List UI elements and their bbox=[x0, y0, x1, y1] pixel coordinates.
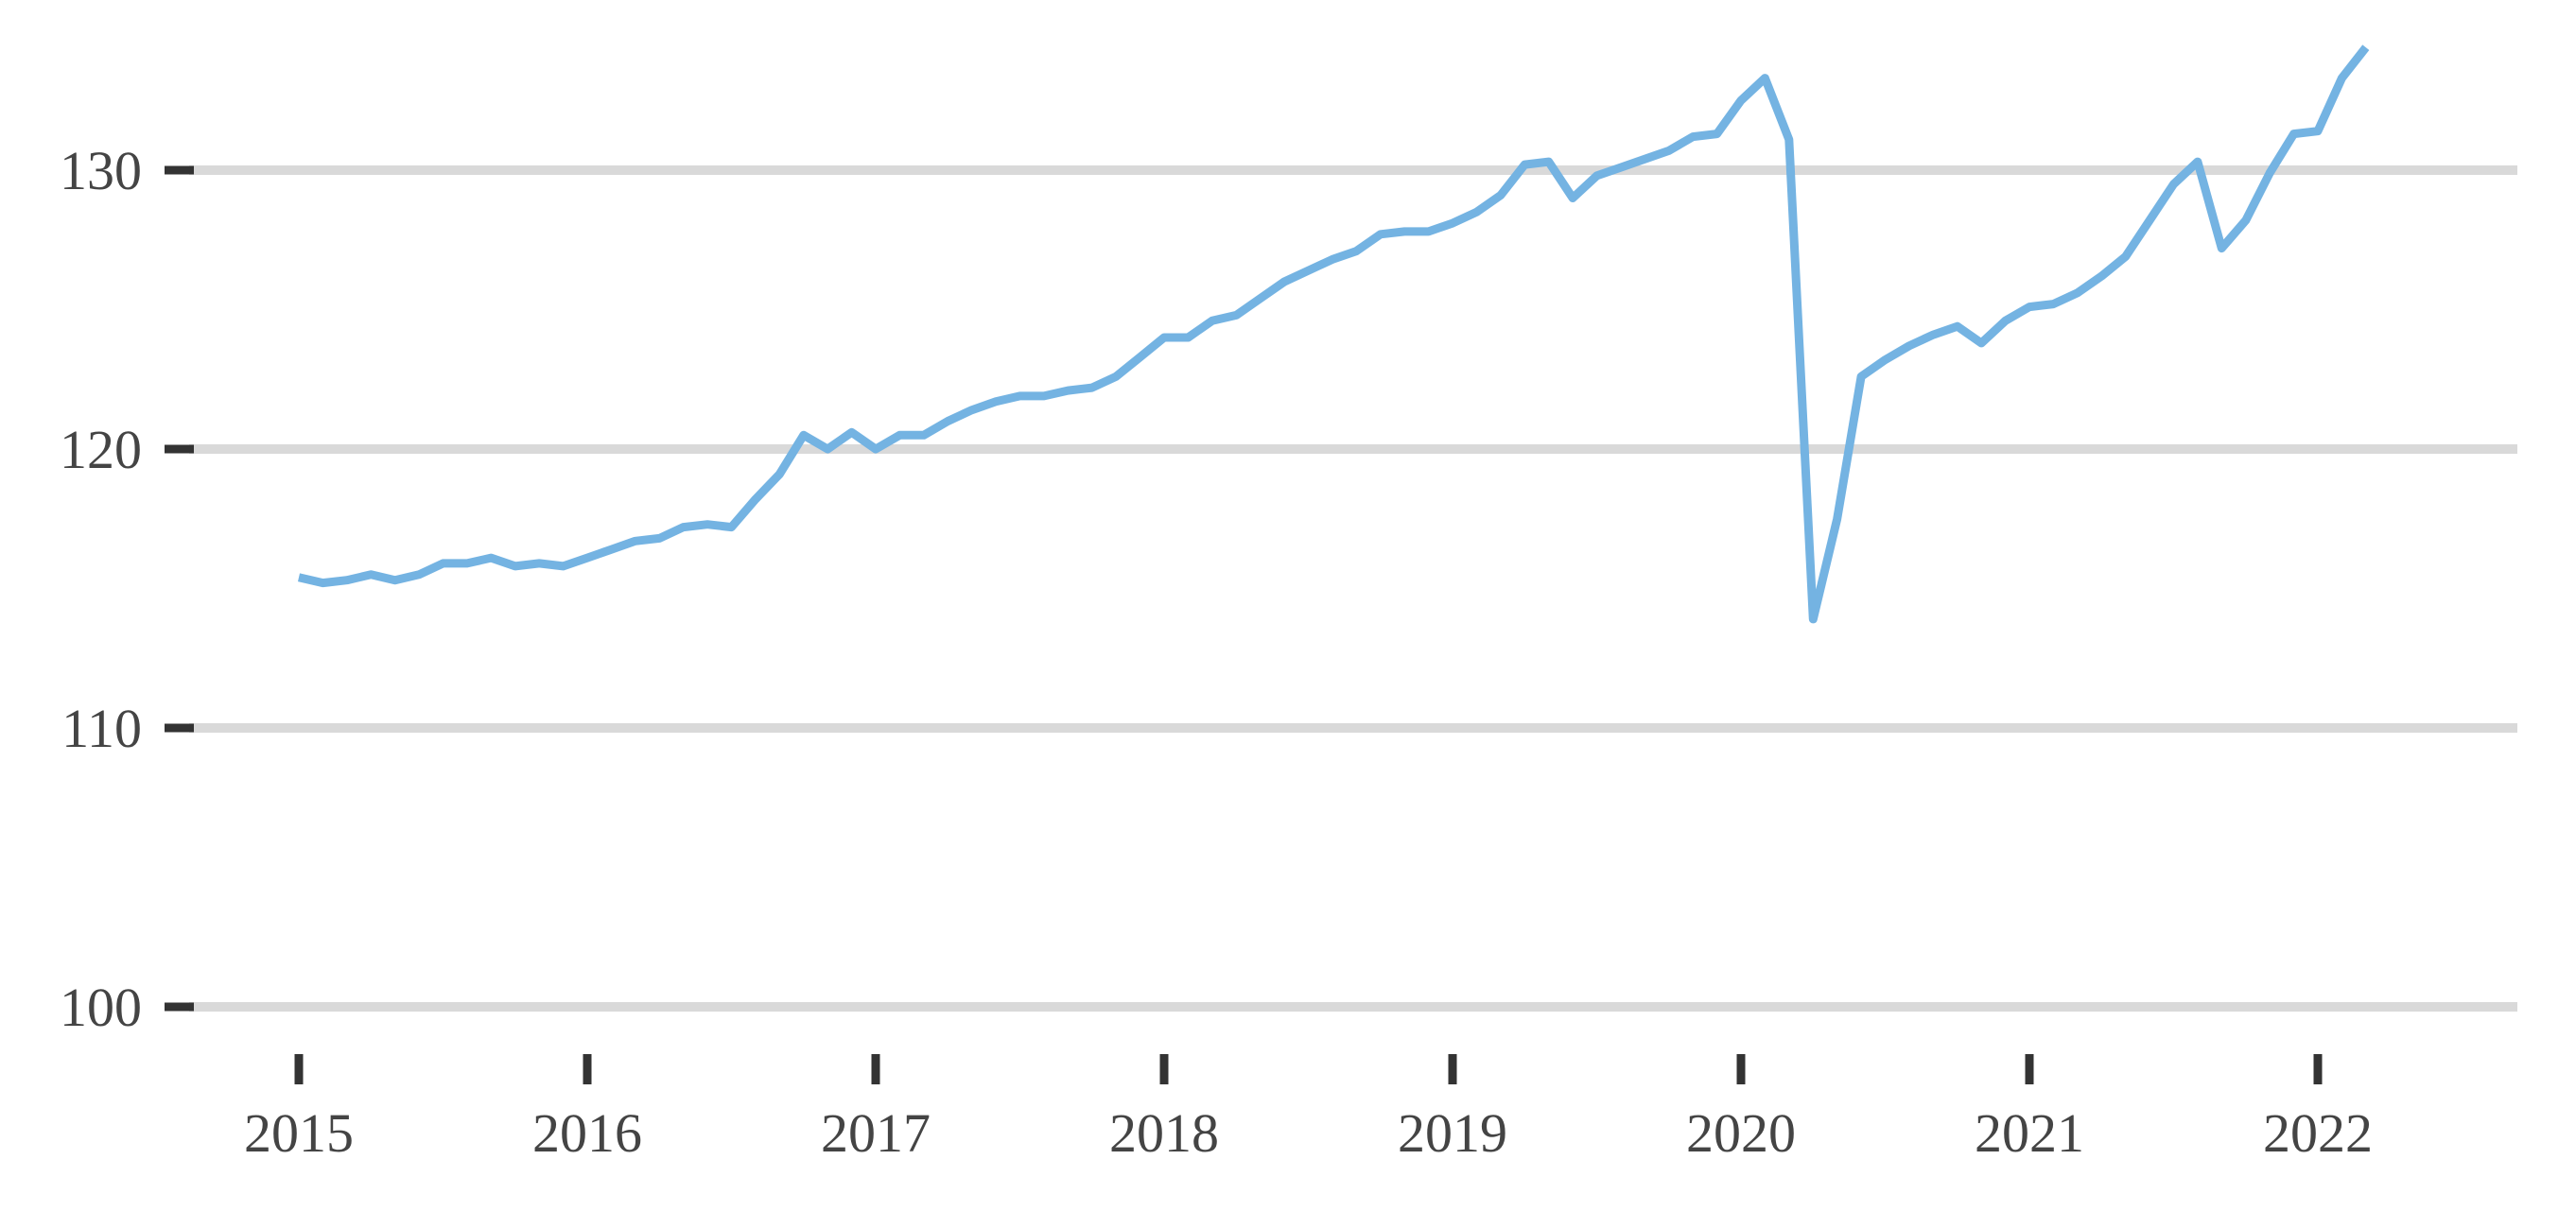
y-tick-label: 110 bbox=[61, 698, 142, 759]
y-tick-label: 100 bbox=[60, 977, 142, 1038]
x-tick-label: 2020 bbox=[1686, 1102, 1796, 1164]
x-tick-label: 2015 bbox=[244, 1102, 354, 1164]
x-tick-label: 2018 bbox=[1109, 1102, 1219, 1164]
x-tick-label: 2021 bbox=[1975, 1102, 2084, 1164]
x-tick-label: 2022 bbox=[2263, 1102, 2373, 1164]
y-tick-label: 120 bbox=[60, 419, 142, 480]
x-tick-label: 2016 bbox=[532, 1102, 642, 1164]
series-line bbox=[297, 44, 2370, 624]
x-tick-label: 2017 bbox=[821, 1102, 931, 1164]
y-tick-label: 130 bbox=[60, 140, 142, 201]
x-tick-label: 2019 bbox=[1398, 1102, 1507, 1164]
